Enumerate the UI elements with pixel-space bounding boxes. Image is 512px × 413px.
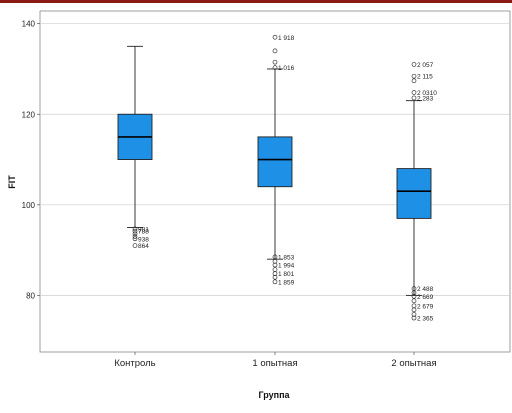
x-axis-ticks: Контроль 1 опытная 2 опытная [114,352,437,369]
outlier-label: 788 [138,229,149,236]
y-axis-ticks: 80 100 120 140 [22,20,40,300]
x-tick-label: 2 опытная [391,358,436,369]
outlier-label: 938 [138,236,149,243]
y-tick-label: 140 [22,20,36,29]
outlier-label: 1 016 [278,65,295,72]
y-tick-label: 80 [26,291,35,300]
outlier-point [411,307,417,313]
outlier-point [411,73,417,79]
outlier-point [132,243,138,248]
outlier-point [411,95,417,101]
outlier-label: 2 115 [417,74,433,81]
outlier-point [272,254,278,260]
outlier-label: 1 801 [278,271,295,278]
y-tick-label: 100 [22,201,36,210]
outlier-label: 2 679 [417,303,434,310]
outlier-label: 2 283 [417,95,434,102]
outlier-point [411,293,417,299]
top-border-bar [0,0,512,3]
outlier-point [411,78,417,84]
outlier-point [272,279,278,285]
outlier-point [132,234,138,239]
outlier-point [272,59,278,65]
outlier-point [272,34,278,40]
outlier-point [272,274,278,280]
outlier-point [411,62,417,67]
outlier-label: 2 488 [417,286,434,293]
x-tick-label: 1 опытная [252,358,297,369]
y-axis-label: FIT [7,175,17,189]
x-axis-label: Группа [258,390,290,400]
outlier-point [132,231,138,237]
x-tick-label: Контроль [114,358,155,369]
outlier-point [132,228,138,234]
iqr-box [257,136,293,188]
outlier-point [411,290,417,296]
outlier-label: 2 057 [417,62,434,69]
outlier-point [272,271,278,277]
outlier-point [411,298,417,304]
outlier-point [411,315,417,321]
outlier-label: 1 918 [278,35,295,42]
y-tick-label: 120 [22,110,36,119]
outlier-point [272,48,278,54]
outlier-label: 981 [138,226,149,233]
outlier-point [411,90,417,95]
outlier-point [411,312,417,317]
outlier-label: 1 994 [278,263,295,270]
outlier-point [132,236,138,242]
outlier-point [272,259,278,264]
iqr-box [396,168,432,219]
outlier-label: 1 853 [278,254,295,261]
outlier-label: 2 669 [417,294,434,301]
outlier-label: 1 859 [278,279,295,286]
outlier-point [132,226,138,232]
outlier-point [272,262,278,268]
outlier-label: 2 365 [417,316,434,323]
outlier-point [272,65,278,70]
outlier-label: 864 [138,243,149,250]
outlier-label: 2 0310 [417,90,437,97]
